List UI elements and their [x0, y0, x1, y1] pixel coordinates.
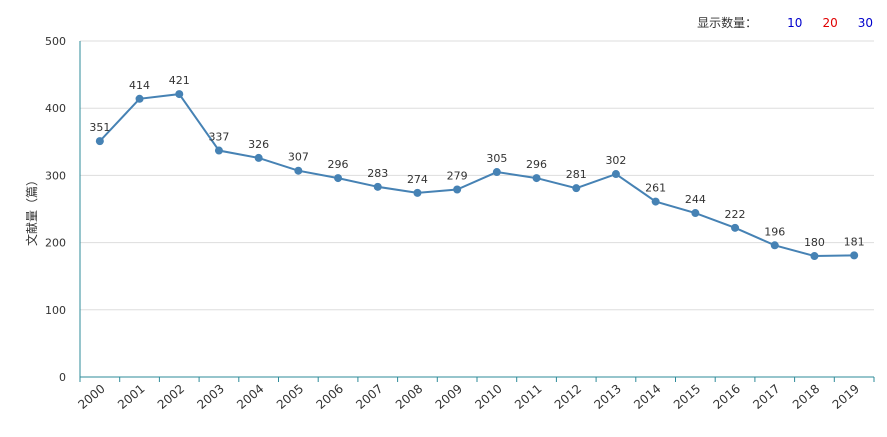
data-point	[334, 174, 343, 183]
data-point	[135, 94, 144, 103]
y-tick-label: 0	[59, 371, 66, 384]
display-count-label: 显示数量：	[697, 16, 758, 30]
y-tick-label: 300	[45, 169, 66, 182]
x-axis: 2000 2001 2002 2003 2004 2005 2006 2007 2008 2009…	[75, 376, 875, 412]
data-point	[95, 137, 104, 146]
data-point	[175, 90, 184, 99]
data-point	[572, 184, 581, 193]
x-tick-label: 2017	[750, 382, 782, 412]
data-point	[294, 166, 303, 175]
data-point	[691, 209, 700, 218]
data-point	[731, 223, 740, 232]
data-label: 283	[367, 167, 388, 180]
data-label: 244	[685, 193, 706, 206]
count-option-10[interactable]: 10	[787, 15, 803, 30]
x-tick-label: 2014	[631, 382, 663, 412]
y-tick-label: 400	[45, 102, 66, 115]
x-tick-label: 2001	[115, 382, 147, 412]
data-label: 296	[526, 158, 547, 171]
data-label: 305	[486, 152, 507, 165]
data-label: 421	[169, 74, 190, 87]
data-label: 222	[725, 208, 746, 221]
x-tick-label: 2004	[234, 382, 266, 412]
data-label: 281	[566, 168, 587, 181]
data-label: 302	[605, 154, 626, 167]
y-tick-label: 500	[45, 35, 66, 48]
count-option-30[interactable]: 30	[857, 15, 873, 30]
data-label: 261	[645, 182, 666, 195]
data-label: 181	[844, 235, 865, 248]
data-point	[254, 153, 263, 162]
count-option-20[interactable]: 20	[822, 15, 838, 30]
data-point	[770, 241, 779, 250]
data-label: 274	[407, 173, 428, 186]
x-tick-label: 2005	[274, 382, 306, 412]
x-tick-label: 2002	[155, 382, 187, 412]
data-label: 279	[447, 170, 468, 183]
data-label: 180	[804, 236, 825, 249]
data-label: 296	[328, 158, 349, 171]
x-tick-label: 2007	[353, 382, 385, 412]
x-tick-label: 2011	[512, 382, 544, 412]
data-point	[810, 252, 819, 261]
y-axis-title: 文献量（篇）	[24, 174, 39, 246]
x-tick-label: 2018	[790, 382, 822, 412]
x-tick-label: 2000	[75, 382, 107, 412]
data-label: 337	[208, 131, 229, 144]
data-point	[651, 197, 660, 206]
display-count-toolbar: 显示数量： 10 20 30	[697, 14, 873, 31]
y-axis: 0 100 200 300 400 500	[45, 35, 81, 384]
data-point	[373, 182, 382, 191]
series-group: 351 414 421 337 326 307 296 283 274 279 305 296 281 3…	[89, 74, 865, 261]
series-line	[99, 93, 855, 258]
x-tick-label: 2012	[552, 382, 584, 412]
data-point	[413, 188, 422, 197]
data-point	[611, 170, 620, 179]
x-tick-label: 2013	[591, 382, 623, 412]
data-point	[214, 146, 223, 155]
x-tick-label: 2010	[472, 382, 504, 412]
x-tick-label: 2016	[711, 382, 743, 412]
grid-lines	[80, 40, 874, 311]
x-tick-label: 2008	[393, 382, 425, 412]
data-label: 414	[129, 79, 150, 92]
x-tick-label: 2003	[194, 382, 226, 412]
y-tick-label: 100	[45, 304, 66, 317]
data-label: 196	[764, 225, 785, 238]
data-label: 326	[248, 138, 269, 151]
x-tick-label: 2006	[314, 382, 346, 412]
x-tick-label: 2009	[433, 382, 465, 412]
data-point	[532, 174, 541, 183]
x-tick-label: 2015	[671, 382, 703, 412]
data-point	[492, 168, 501, 177]
data-label: 351	[89, 121, 110, 134]
data-point	[453, 185, 462, 194]
data-point	[850, 251, 859, 260]
y-tick-label: 200	[45, 237, 66, 250]
x-tick-label: 2019	[830, 382, 862, 412]
data-label: 307	[288, 151, 309, 164]
